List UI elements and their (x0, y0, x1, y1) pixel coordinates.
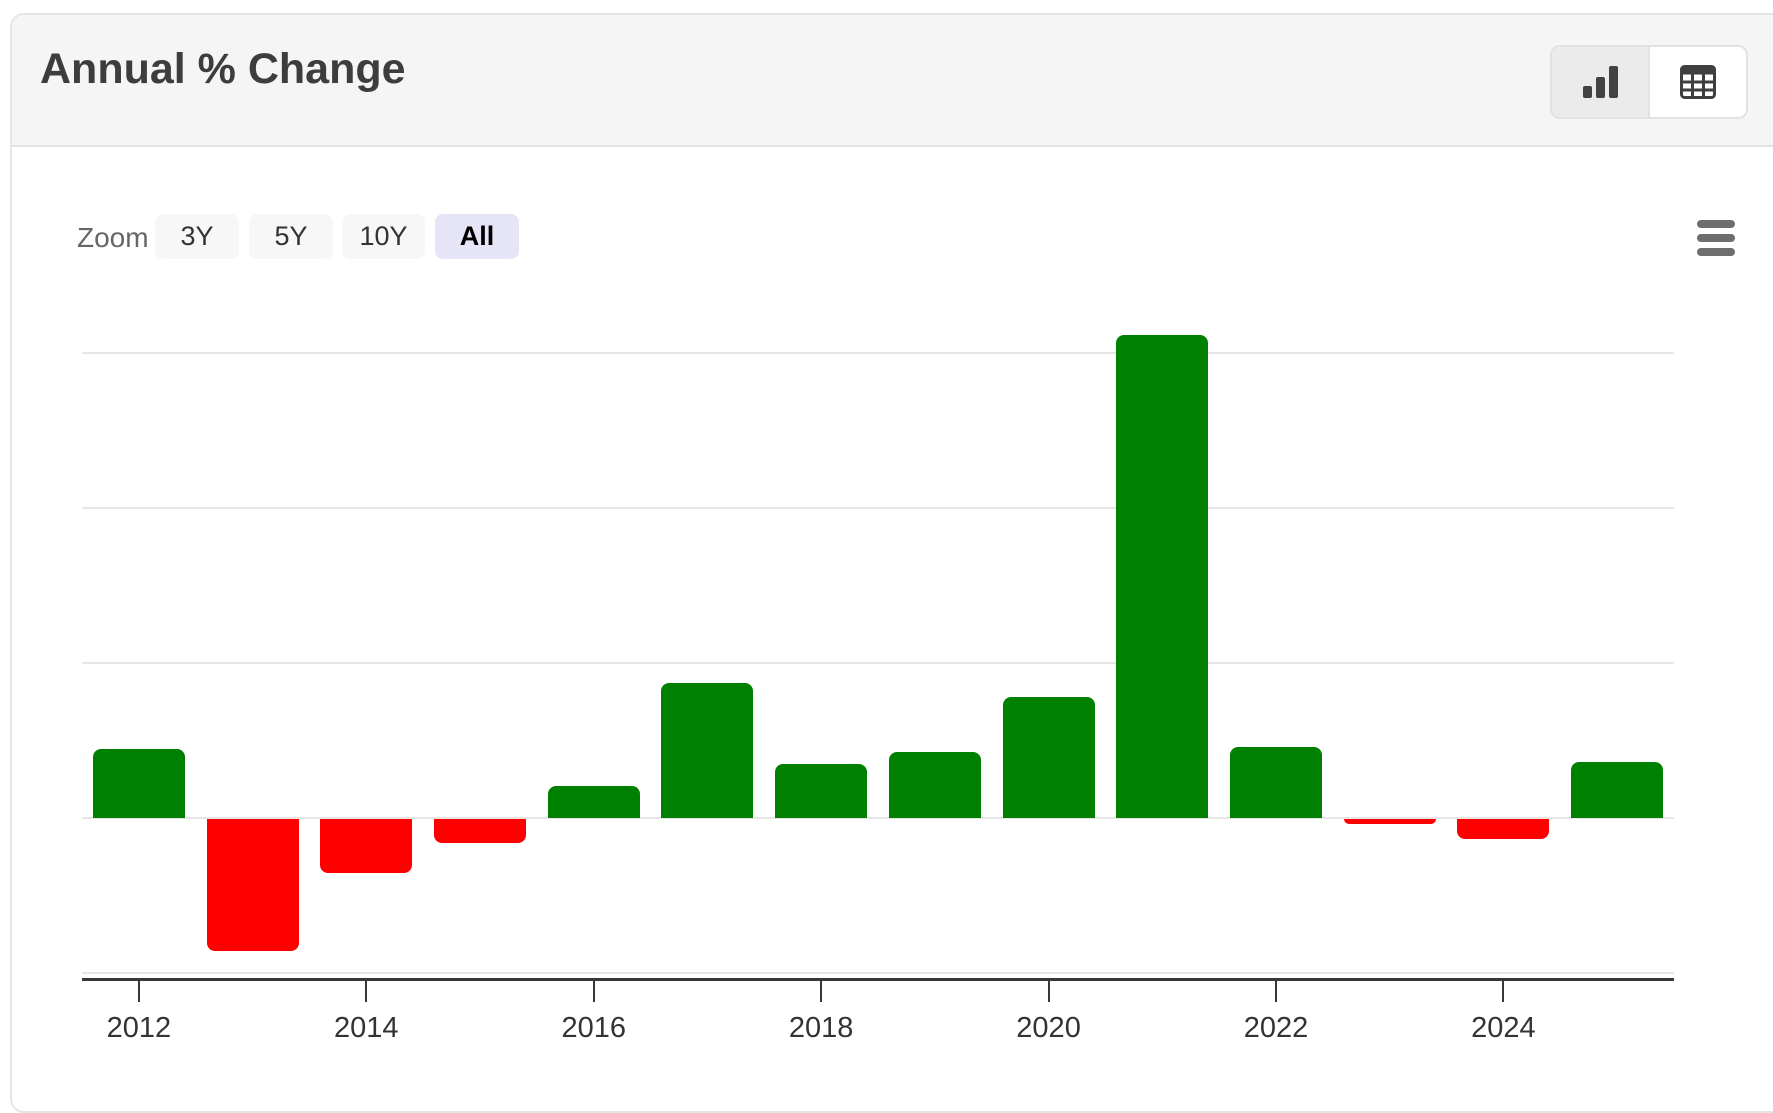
x-axis-label-2024: 2024 (1471, 1012, 1536, 1044)
zoom-label: Zoom (77, 222, 149, 253)
chart-menu-button[interactable] (1693, 215, 1739, 257)
bar-2015[interactable] (434, 819, 526, 844)
bar-2013[interactable] (206, 819, 299, 951)
x-axis-tick (137, 981, 140, 1002)
table-icon (1680, 65, 1716, 99)
x-axis-label-2022: 2022 (1243, 1012, 1309, 1044)
bar-2018[interactable] (775, 763, 868, 819)
card-header: Annual % Change (12, 15, 1773, 147)
x-axis-tick (1502, 981, 1505, 1002)
chart-view-button[interactable] (1552, 47, 1648, 117)
x-axis-line (82, 978, 1674, 981)
bar-2020[interactable] (1002, 697, 1095, 819)
bar-2025[interactable] (1571, 762, 1664, 819)
bar-2023[interactable] (1343, 819, 1436, 824)
x-axis-label-2012: 2012 (106, 1012, 172, 1044)
table-view-button[interactable] (1648, 47, 1746, 117)
gridline (82, 662, 1674, 665)
zoom-10y-button[interactable]: 10Y (342, 214, 425, 259)
gridline (82, 352, 1674, 355)
gridline (82, 507, 1674, 510)
bar-2016[interactable] (547, 786, 640, 819)
page-title: Annual % Change (40, 45, 406, 93)
zoom-3y-button[interactable]: 3Y (155, 214, 239, 259)
bar-2024[interactable] (1457, 819, 1550, 840)
chart-card: Annual % Change Zoom 3Y 5Y 10Y All (10, 13, 1773, 1113)
bar-2014[interactable] (320, 819, 413, 873)
bar-2021[interactable] (1116, 335, 1209, 819)
x-axis-tick (592, 981, 595, 1002)
bar-2017[interactable] (661, 683, 754, 819)
bar-2019[interactable] (888, 751, 981, 819)
x-axis-label-2018: 2018 (788, 1012, 854, 1044)
chart-area: Zoom 3Y 5Y 10Y All 2012 2014 2016 2018 2020 2… (12, 149, 1773, 1091)
x-axis-tick (820, 981, 823, 1002)
x-axis-tick (1047, 981, 1050, 1002)
zoom-all-button[interactable]: All (435, 214, 519, 259)
gridline (82, 817, 1674, 820)
x-axis-tick (365, 981, 368, 1002)
zoom-5y-button[interactable]: 5Y (249, 214, 333, 259)
plot-area: 2012 2014 2016 2018 2020 2022 2024 (12, 149, 1773, 1091)
bar-2022[interactable] (1230, 746, 1322, 819)
view-toggle (1550, 45, 1748, 119)
bar-chart-icon (1582, 66, 1618, 98)
x-axis-label-2016: 2016 (561, 1012, 626, 1044)
gridline (82, 972, 1674, 975)
x-axis-label-2020: 2020 (1016, 1012, 1081, 1044)
x-axis-tick (1275, 981, 1277, 1002)
hamburger-menu-icon (1697, 220, 1735, 228)
bar-2012[interactable] (92, 749, 185, 819)
x-axis-label-2014: 2014 (334, 1012, 399, 1044)
